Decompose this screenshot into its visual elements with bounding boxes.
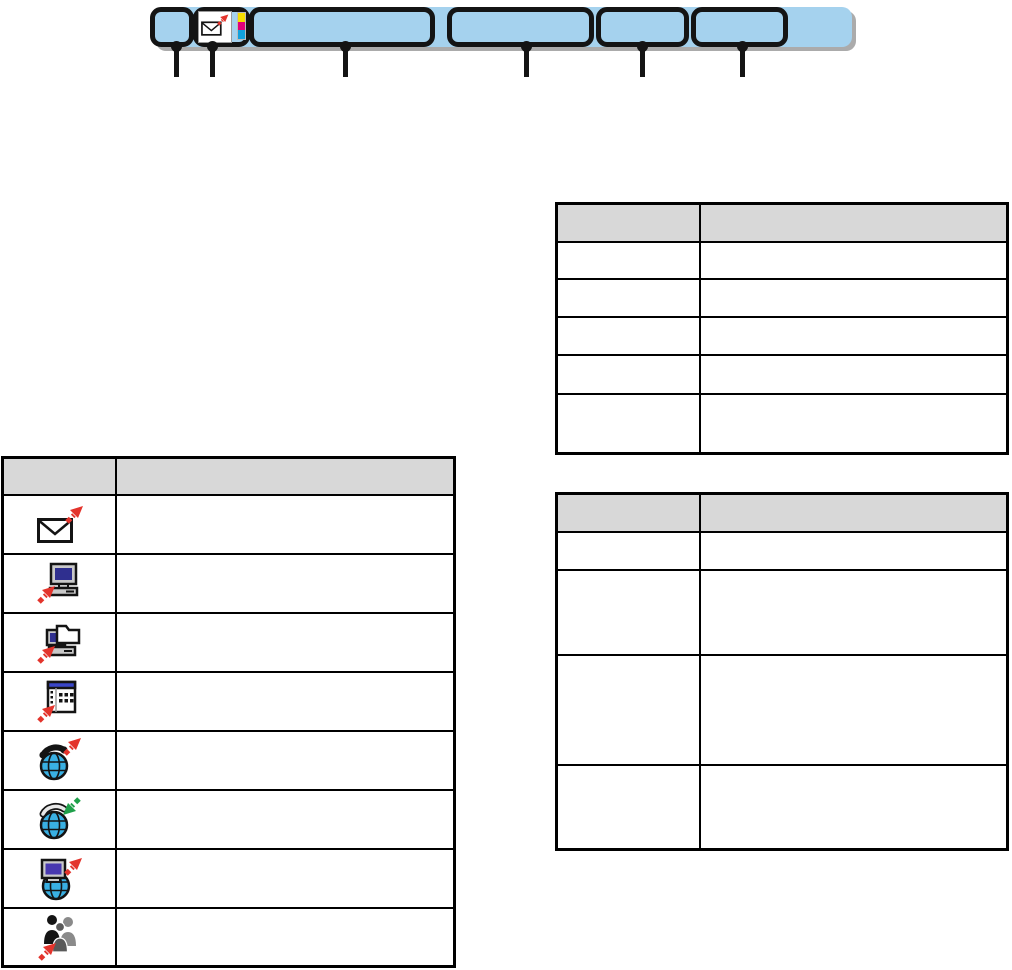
cell xyxy=(555,530,701,571)
table-header-row xyxy=(1,456,456,496)
internet-fax-receive-icon xyxy=(39,795,83,840)
cell xyxy=(698,392,1009,455)
table-row xyxy=(1,493,456,555)
cell xyxy=(555,240,701,280)
table-row xyxy=(555,353,1009,395)
cell xyxy=(555,568,701,656)
panel-segment-4 xyxy=(447,7,594,47)
description-cell xyxy=(114,729,456,791)
email-send-icon xyxy=(198,11,232,43)
description-cell xyxy=(114,670,456,732)
scan-to-application-icon xyxy=(35,680,77,725)
cell xyxy=(698,763,1009,851)
scan-to-desktop-icon xyxy=(35,562,79,606)
table-row xyxy=(555,530,1009,571)
scan-to-network-folder-icon xyxy=(35,624,81,666)
table-header-row xyxy=(555,492,1009,533)
table-row xyxy=(555,392,1009,455)
header-cell-icon xyxy=(1,456,117,496)
header-cell-1 xyxy=(555,492,701,533)
header-cell-2 xyxy=(698,202,1009,243)
cell xyxy=(698,568,1009,656)
cell xyxy=(555,277,701,318)
cell xyxy=(698,277,1009,318)
callout-line-6 xyxy=(737,41,748,77)
table-row xyxy=(555,277,1009,318)
header-cell-1 xyxy=(555,202,701,243)
callout-line-1 xyxy=(171,41,182,77)
description-cell xyxy=(114,611,456,673)
cell xyxy=(555,315,701,356)
table-row xyxy=(1,729,456,791)
cell xyxy=(555,653,701,766)
cell xyxy=(555,353,701,395)
header-cell-description xyxy=(114,456,456,496)
internet-fax-send-icon xyxy=(39,736,83,781)
table-row xyxy=(555,240,1009,280)
table-row xyxy=(1,611,456,673)
group-send-icon xyxy=(35,914,77,962)
table-row xyxy=(555,653,1009,766)
header-cell-2 xyxy=(698,492,1009,533)
callout-line-4 xyxy=(521,41,532,77)
description-cell xyxy=(114,906,456,968)
table-row xyxy=(555,763,1009,851)
destination-icon-table xyxy=(1,456,456,968)
cell xyxy=(698,315,1009,356)
table-row xyxy=(1,847,456,909)
callout-line-3 xyxy=(340,41,351,77)
table-row xyxy=(555,315,1009,356)
settings-table-lower xyxy=(555,492,1009,851)
table-row xyxy=(1,670,456,732)
description-cell xyxy=(114,788,456,850)
cell xyxy=(555,763,701,851)
table-row xyxy=(1,788,456,850)
table-row xyxy=(555,568,1009,656)
pc-internet-fax-icon xyxy=(41,854,83,901)
table-header-row xyxy=(555,202,1009,243)
panel-segment-1 xyxy=(150,7,194,47)
description-cell xyxy=(114,493,456,555)
cell xyxy=(555,392,701,455)
cell xyxy=(698,353,1009,395)
cell xyxy=(698,530,1009,571)
cmy-color-strip-icon xyxy=(237,12,246,40)
panel-segment-2 xyxy=(193,7,250,47)
table-row xyxy=(1,906,456,968)
cell xyxy=(698,240,1009,280)
callout-line-2 xyxy=(207,41,218,77)
email-send-icon xyxy=(37,502,85,543)
callout-line-5 xyxy=(637,41,648,77)
description-cell xyxy=(114,847,456,909)
table-row xyxy=(1,552,456,614)
touch-panel-bar xyxy=(152,7,852,47)
cell xyxy=(698,653,1009,766)
settings-table-upper xyxy=(555,202,1009,455)
description-cell xyxy=(114,552,456,614)
